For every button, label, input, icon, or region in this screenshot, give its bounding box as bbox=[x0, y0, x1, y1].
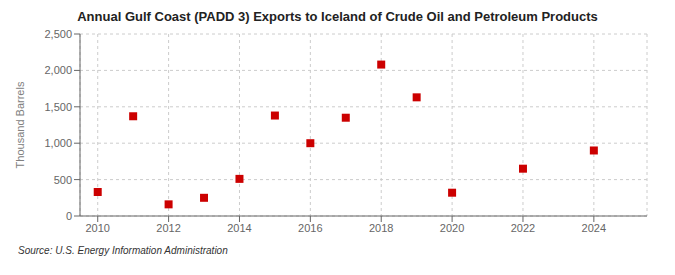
svg-text:2016: 2016 bbox=[298, 222, 322, 234]
svg-text:2020: 2020 bbox=[440, 222, 464, 234]
html-text:Annual Gulf Coast (PADD 3) Exp: Annual Gulf Coast (PADD 3) Exports to Ic… bbox=[77, 9, 598, 24]
svg-text:2014: 2014 bbox=[227, 222, 251, 234]
svg-text:500: 500 bbox=[54, 174, 72, 186]
svg-text:2024: 2024 bbox=[582, 222, 606, 234]
svg-text:2022: 2022 bbox=[511, 222, 535, 234]
svg-text:0: 0 bbox=[66, 210, 72, 222]
svg-text:1,000: 1,000 bbox=[44, 137, 72, 149]
svg-text:Thousand Barrels: Thousand Barrels bbox=[14, 81, 26, 168]
html-text:Source: U.S. Energy Informatio: Source: U.S. Energy Information Administ… bbox=[18, 245, 228, 256]
svg-text:2010: 2010 bbox=[85, 222, 109, 234]
svg-text:2,500: 2,500 bbox=[44, 28, 72, 40]
svg-text:2012: 2012 bbox=[156, 222, 180, 234]
svg-text:2018: 2018 bbox=[369, 222, 393, 234]
svg-text:2,000: 2,000 bbox=[44, 64, 72, 76]
svg-text:1,500: 1,500 bbox=[44, 101, 72, 113]
